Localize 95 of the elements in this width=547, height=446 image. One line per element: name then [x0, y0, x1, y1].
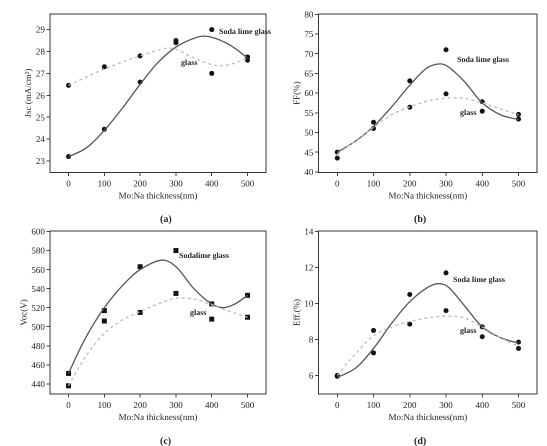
x-tick-label: 0 [335, 178, 340, 189]
point [102, 64, 107, 70]
y-tick-label: 28 [36, 46, 46, 57]
y-tick-label: 26 [36, 90, 46, 100]
y-tick-label: 27 [36, 68, 46, 79]
y-tick-label: 70 [304, 48, 314, 59]
x-tick-label: 400 [476, 400, 490, 410]
point [407, 322, 412, 327]
y-tick-label: 580 [31, 246, 46, 256]
x-axis-title: Mo:Na thickness(nm) [388, 412, 468, 422]
point [371, 328, 376, 333]
x-tick-label: 200 [133, 400, 148, 410]
y-tick-label: 29 [36, 24, 46, 35]
series-label: glass [181, 58, 198, 67]
point [173, 248, 178, 254]
x-tick-label: 500 [512, 178, 526, 189]
x-tick-label: 100 [366, 178, 381, 189]
text: (d) [414, 436, 426, 446]
y-tick-label: 480 [31, 340, 46, 351]
point [480, 334, 485, 340]
x-tick-label: 300 [169, 400, 184, 410]
y-tick-label: 24 [36, 134, 46, 144]
y-tick-label: 540 [31, 284, 46, 294]
y-tick-label: 80 [304, 9, 314, 20]
x-tick-label: 400 [204, 400, 219, 410]
point [102, 318, 107, 324]
y-tick-label: 75 [304, 29, 314, 40]
y-tick-label: 440 [31, 379, 46, 390]
y-axis-title: Jsc (mA/cm²) [23, 68, 34, 118]
x-tick-label: 400 [204, 178, 219, 189]
x-tick-label: 200 [403, 178, 418, 189]
y-axis-title: Voc(V) [18, 299, 29, 326]
x-tick-label: 100 [98, 400, 112, 410]
x-tick-label: 500 [512, 400, 526, 410]
point [173, 290, 178, 296]
point [516, 346, 522, 351]
y-tick-label: 14 [304, 226, 314, 237]
x-axis-title: Mo:Na thickness(nm) [388, 190, 468, 200]
series-label: glass [190, 308, 206, 317]
series-label: Sodalime glass [179, 251, 230, 260]
x-tick-label: 400 [476, 178, 490, 189]
y-tick-label: 6 [308, 370, 314, 381]
x-tick-label: 0 [66, 400, 72, 410]
x-tick-label: 200 [133, 178, 148, 189]
y-axis-title: FF(%) [292, 81, 302, 105]
text: (c) [160, 436, 172, 446]
x-tick-label: 300 [439, 178, 454, 189]
series-label: glass [460, 326, 476, 335]
y-tick-label: 50 [304, 128, 314, 138]
y-tick-label: 520 [31, 302, 46, 313]
x-tick-label: 0 [335, 400, 340, 410]
x-tick-label: 300 [169, 178, 184, 189]
x-tick-label: 300 [439, 400, 454, 410]
text: (a) [160, 214, 172, 225]
text: (b) [414, 214, 426, 225]
x-axis-title: Mo:Na thickness(nm) [118, 412, 198, 422]
x-tick-label: 100 [98, 178, 112, 189]
point [209, 70, 214, 76]
point [516, 112, 522, 117]
y-tick-label: 45 [304, 147, 314, 158]
y-tick-label: 65 [304, 68, 314, 79]
series-label: glass [460, 108, 476, 117]
point [371, 350, 376, 356]
x-tick-label: 0 [66, 178, 72, 189]
point [444, 308, 449, 314]
y-tick-label: 8 [308, 334, 314, 345]
y-tick-label: 560 [31, 264, 46, 275]
y-tick-label: 10 [304, 298, 314, 309]
y-tick-label: 23 [36, 156, 46, 166]
y-axis-title: Eff.(%) [292, 298, 302, 326]
x-tick-label: 500 [240, 400, 255, 410]
point [209, 316, 214, 322]
point [480, 108, 485, 114]
y-tick-label: 600 [31, 226, 46, 237]
point [407, 292, 412, 297]
y-tick-label: 460 [31, 360, 46, 370]
point [444, 91, 449, 96]
point [334, 156, 340, 161]
y-tick-label: 60 [304, 88, 314, 98]
point [444, 47, 449, 52]
x-tick-label: 200 [403, 400, 418, 410]
point [209, 27, 214, 32]
x-tick-label: 100 [366, 400, 381, 410]
x-axis-title: Mo:Na thickness(nm) [118, 190, 198, 200]
series-label: Soda lime glass [457, 55, 510, 64]
y-tick-label: 25 [36, 112, 46, 122]
point [444, 270, 449, 276]
y-tick-label: 12 [304, 262, 314, 273]
y-tick-label: 40 [304, 167, 314, 178]
y-tick-label: 55 [304, 108, 314, 118]
series-label: Soda lime glass [453, 275, 506, 284]
point [371, 120, 376, 125]
point [407, 78, 412, 84]
x-tick-label: 500 [240, 178, 255, 189]
y-tick-label: 500 [31, 322, 46, 332]
